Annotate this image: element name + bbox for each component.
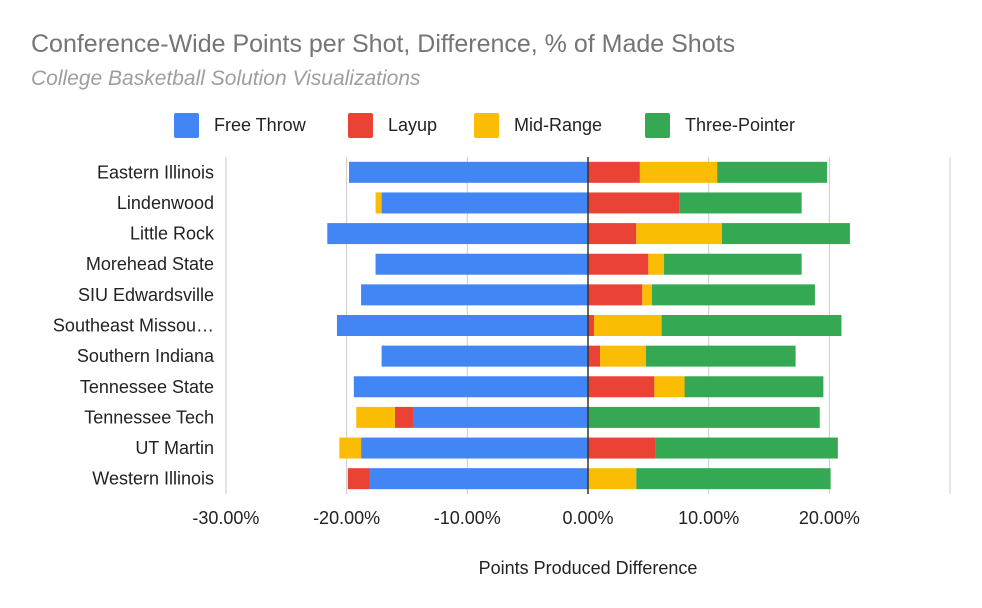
bar-segment (651, 284, 815, 306)
bar-segment (394, 406, 413, 428)
chart-title: Conference-Wide Points per Shot, Differe… (31, 30, 736, 58)
bar-segment (594, 315, 662, 336)
legend-label: Three-Pointer (685, 115, 795, 135)
bar-segment (639, 161, 718, 183)
bar-segment (347, 468, 370, 490)
chart-subtitle: College Basketball Solution Visualizatio… (31, 67, 421, 90)
bar-segment (588, 468, 637, 490)
category-label: Little Rock (130, 224, 215, 244)
bar-segment (412, 406, 588, 428)
legend-label: Mid-Range (514, 115, 602, 135)
bar-segment (664, 253, 802, 275)
bar-segment (381, 192, 588, 214)
legend-swatch (174, 113, 199, 138)
bar-segment (636, 223, 722, 245)
bar-segment (353, 376, 588, 398)
bar-segment (645, 345, 796, 367)
x-tick-label: 10.00% (678, 508, 739, 528)
bar-segment (336, 315, 588, 336)
category-label: SIU Edwardsville (78, 285, 214, 305)
legend-label: Layup (388, 115, 437, 135)
bar-segment (588, 161, 640, 183)
bar-segment (369, 468, 588, 490)
legend-label: Free Throw (214, 115, 307, 135)
bars (327, 161, 850, 490)
bar-segment (361, 284, 588, 306)
bar-segment (717, 161, 827, 183)
bar-segment (588, 376, 655, 398)
category-label: Tennessee Tech (84, 407, 214, 427)
category-labels: Eastern Illinois Lindenwood Little Rock Mor… (53, 162, 215, 488)
legend-swatch (348, 113, 373, 138)
bar-segment (375, 192, 382, 214)
bar-segment (679, 192, 802, 214)
bar-segment (588, 223, 637, 245)
bar-segment (349, 161, 588, 183)
bar-segment (588, 253, 649, 275)
bar-segment (588, 406, 820, 428)
bar-segment (381, 345, 588, 367)
bar-segment (642, 284, 652, 306)
bar-segment (356, 406, 395, 428)
bar-segment (588, 345, 601, 367)
category-label: Lindenwood (117, 193, 214, 213)
category-label: Southeast Missou… (53, 316, 214, 336)
bar-segment (327, 223, 588, 245)
legend-swatch (474, 113, 499, 138)
category-label: Tennessee State (80, 377, 214, 397)
category-label: Western Illinois (92, 469, 214, 489)
category-label: Eastern Illinois (97, 162, 214, 182)
bar-segment (588, 315, 595, 336)
bar-segment (588, 192, 680, 214)
bar-segment (588, 437, 656, 459)
category-label: Southern Indiana (77, 346, 215, 366)
bar-segment (684, 376, 824, 398)
bar-segment (361, 437, 588, 459)
bar-segment (655, 437, 838, 459)
x-tick-label: -10.00% (434, 508, 501, 528)
x-tick-label: 0.00% (562, 508, 613, 528)
x-axis-label: Points Produced Difference (479, 558, 698, 578)
legend: Free Throw Layup Mid-Range Three-Pointer (174, 113, 795, 138)
x-tick-labels: -30.00% -20.00% -10.00% 0.00% 10.00% 20.00% (192, 508, 860, 528)
x-tick-label: 20.00% (799, 508, 860, 528)
bar-segment (600, 345, 646, 367)
legend-swatch (645, 113, 670, 138)
bar-segment (588, 284, 643, 306)
x-tick-label: -30.00% (192, 508, 259, 528)
bar-segment (661, 315, 842, 336)
bar-segment (375, 253, 588, 275)
bar-segment (339, 437, 362, 459)
bar-segment (654, 376, 685, 398)
category-label: UT Martin (135, 438, 214, 458)
bar-segment (636, 468, 831, 490)
x-tick-label: -20.00% (313, 508, 380, 528)
category-label: Morehead State (86, 254, 214, 274)
bar-segment (721, 223, 850, 245)
bar-segment (648, 253, 665, 275)
